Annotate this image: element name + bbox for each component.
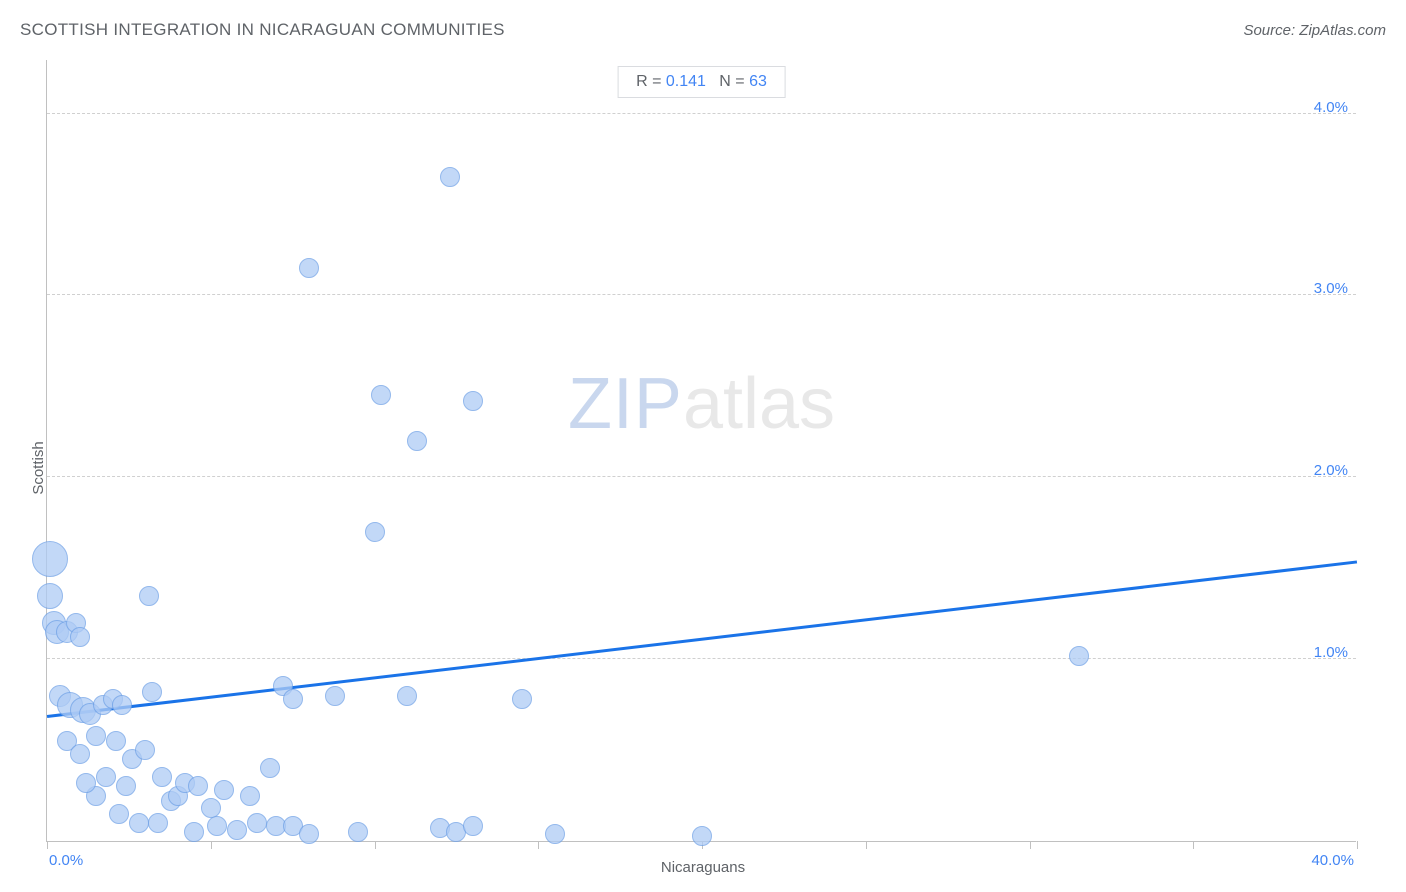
y-tick-label: 3.0% (1314, 280, 1348, 297)
chart-header: SCOTTISH INTEGRATION IN NICARAGUAN COMMU… (20, 20, 1386, 40)
data-point (37, 583, 63, 609)
data-point (86, 726, 106, 746)
stat-r-label: R = (636, 73, 666, 90)
data-point (109, 804, 129, 824)
chart-area: Scottish R = 0.141 N = 63 ZIPatlas 1.0% 2… (16, 60, 1390, 876)
data-point (325, 686, 345, 706)
y-axis-label: Scottish (30, 441, 47, 494)
y-tick-label: 2.0% (1314, 462, 1348, 479)
data-point (545, 824, 565, 844)
data-point (440, 167, 460, 187)
data-point (260, 758, 280, 778)
data-point (32, 541, 68, 577)
data-point (692, 826, 712, 846)
data-point (247, 813, 267, 833)
gridline (47, 658, 1356, 659)
data-point (112, 695, 132, 715)
watermark-atlas: atlas (683, 364, 835, 444)
stat-n-value: 63 (749, 73, 767, 90)
gridline (47, 476, 1356, 477)
data-point (152, 767, 172, 787)
data-point (299, 824, 319, 844)
data-point (70, 627, 90, 647)
x-tick (1357, 841, 1358, 849)
data-point (365, 522, 385, 542)
data-point (407, 431, 427, 451)
data-point (463, 391, 483, 411)
x-tick (1030, 841, 1031, 849)
data-point (240, 786, 260, 806)
stats-box: R = 0.141 N = 63 (617, 66, 786, 98)
data-point (348, 822, 368, 842)
x-axis-label: Nicaraguans (661, 859, 745, 876)
x-tick (866, 841, 867, 849)
plot-region: R = 0.141 N = 63 ZIPatlas 1.0% 2.0% 3.0% 4.… (46, 60, 1356, 842)
stat-n-label: N = (719, 73, 749, 90)
x-tick (538, 841, 539, 849)
trend-line (47, 560, 1357, 717)
data-point (142, 682, 162, 702)
chart-title: SCOTTISH INTEGRATION IN NICARAGUAN COMMU… (20, 20, 505, 40)
x-max-label: 40.0% (1311, 852, 1354, 869)
x-tick (1193, 841, 1194, 849)
data-point (214, 780, 234, 800)
watermark: ZIPatlas (568, 363, 835, 445)
data-point (70, 744, 90, 764)
data-point (116, 776, 136, 796)
data-point (201, 798, 221, 818)
data-point (106, 731, 126, 751)
watermark-zip: ZIP (568, 364, 683, 444)
data-point (227, 820, 247, 840)
data-point (148, 813, 168, 833)
x-tick (47, 841, 48, 849)
data-point (129, 813, 149, 833)
x-tick (211, 841, 212, 849)
x-tick (375, 841, 376, 849)
gridline (47, 113, 1356, 114)
chart-source: Source: ZipAtlas.com (1243, 22, 1386, 39)
data-point (1069, 646, 1089, 666)
gridline (47, 294, 1356, 295)
data-point (139, 586, 159, 606)
data-point (188, 776, 208, 796)
y-tick-label: 4.0% (1314, 99, 1348, 116)
data-point (207, 816, 227, 836)
data-point (463, 816, 483, 836)
data-point (283, 689, 303, 709)
x-min-label: 0.0% (49, 852, 83, 869)
data-point (512, 689, 532, 709)
stat-r-value: 0.141 (666, 73, 706, 90)
y-tick-label: 1.0% (1314, 644, 1348, 661)
data-point (135, 740, 155, 760)
data-point (371, 385, 391, 405)
data-point (76, 773, 96, 793)
data-point (184, 822, 204, 842)
data-point (96, 767, 116, 787)
data-point (299, 258, 319, 278)
data-point (397, 686, 417, 706)
